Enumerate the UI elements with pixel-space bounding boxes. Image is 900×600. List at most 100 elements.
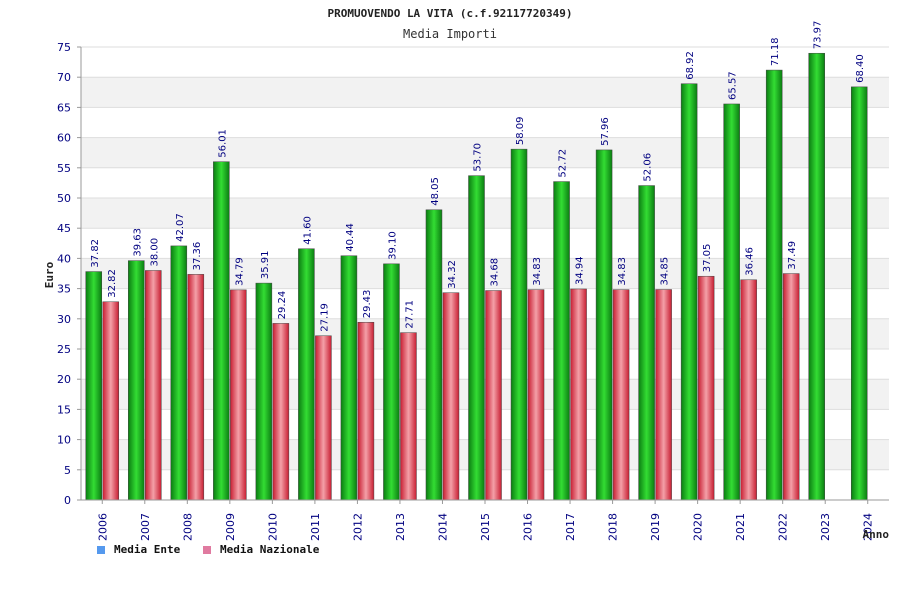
- value-label-media-ente: 53.70: [473, 143, 484, 172]
- bar-media-ente: [510, 148, 528, 501]
- value-label-media-nazionale: 34.68: [490, 258, 501, 287]
- value-labels: 37.82 32.82 39.63 38.00 42.07 37.36 56.01 34.79…: [90, 21, 866, 332]
- value-label-media-nazionale: 32.82: [107, 269, 118, 298]
- bar-media-nazionale: [315, 335, 332, 501]
- value-label-media-ente: 58.09: [515, 116, 526, 145]
- bar-media-ente: [85, 271, 103, 501]
- value-label-media-ente: 48.05: [430, 177, 441, 206]
- x-tick-label: 2021: [734, 513, 747, 541]
- bar-media-ente: [468, 175, 485, 501]
- bar-media-nazionale: [782, 273, 800, 501]
- value-label-media-nazionale: 34.85: [660, 257, 671, 286]
- y-tick-label: 10: [57, 434, 71, 447]
- y-tick-label: 35: [57, 283, 71, 296]
- y-axis-ticks: 0 5 10 15 20 25 30 35 40 45 50 55 60 65 70 75: [57, 41, 81, 507]
- value-label-media-ente: 35.91: [260, 250, 271, 279]
- value-label-media-nazionale: 27.71: [404, 300, 415, 329]
- x-tick-label: 2008: [181, 513, 194, 541]
- value-label-media-ente: 68.40: [855, 54, 866, 83]
- y-tick-label: 60: [57, 132, 71, 145]
- bar-media-ente: [808, 52, 825, 501]
- y-tick-label: 15: [57, 403, 71, 416]
- value-label-media-ente: 56.01: [217, 129, 228, 158]
- value-label-media-nazionale: 34.32: [447, 260, 458, 289]
- bar-media-nazionale: [612, 289, 630, 501]
- x-tick-label: 2020: [692, 513, 705, 541]
- x-tick-label: 2015: [479, 513, 492, 541]
- y-tick-label: 5: [64, 464, 71, 477]
- legend-swatch-media-ente: [97, 546, 105, 554]
- legend: Media Ente Media Nazionale: [97, 543, 320, 556]
- value-label-media-nazionale: 36.46: [745, 247, 756, 276]
- bar-media-ente: [425, 209, 443, 501]
- bar-media-ente: [595, 149, 613, 501]
- x-tick-label: 2024: [862, 513, 875, 541]
- bar-media-nazionale: [230, 289, 247, 501]
- value-label-media-nazionale: 37.49: [787, 241, 798, 270]
- value-label-media-nazionale: 34.94: [575, 256, 586, 285]
- value-label-media-nazionale: 37.36: [192, 242, 203, 271]
- bars: [85, 52, 868, 501]
- value-label-media-nazionale: 34.83: [532, 257, 543, 286]
- value-label-media-nazionale: 37.05: [702, 244, 713, 273]
- bar-media-nazionale: [272, 323, 290, 501]
- y-tick-label: 70: [57, 71, 71, 84]
- y-tick-label: 50: [57, 192, 71, 205]
- x-tick-label: 2007: [139, 513, 152, 541]
- y-tick-label: 30: [57, 313, 71, 326]
- bar-media-ente: [680, 83, 698, 501]
- chart-title: PROMUOVENDO LA VITA (c.f.92117720349): [327, 7, 572, 20]
- value-label-media-nazionale: 29.24: [277, 291, 288, 320]
- x-tick-label: 2010: [266, 513, 279, 541]
- bar-media-nazionale: [187, 274, 205, 501]
- bar-media-nazionale: [697, 275, 715, 501]
- value-label-media-ente: 39.63: [132, 228, 143, 257]
- x-tick-label: 2016: [522, 513, 535, 541]
- value-label-media-ente: 52.06: [643, 153, 654, 182]
- y-tick-label: 20: [57, 373, 71, 386]
- x-tick-label: 2023: [819, 513, 832, 541]
- bar-media-nazionale: [740, 279, 757, 501]
- bar-media-nazionale: [570, 288, 587, 501]
- bar-media-ente: [850, 86, 868, 501]
- legend-swatch-media-nazionale: [203, 546, 211, 554]
- x-tick-label: 2011: [309, 513, 322, 541]
- value-label-media-ente: 68.92: [685, 51, 696, 80]
- y-tick-label: 0: [64, 494, 71, 507]
- value-label-media-nazionale: 29.43: [362, 290, 373, 319]
- x-axis-ticks: 2006 2007 2008 2009 2010 2011 2012 2013 2014 2015…: [96, 500, 875, 541]
- x-tick-label: 2017: [564, 513, 577, 541]
- x-tick-label: 2006: [96, 513, 109, 541]
- value-label-media-ente: 37.82: [90, 239, 101, 268]
- value-label-media-ente: 73.97: [813, 21, 824, 50]
- bar-media-ente: [765, 69, 783, 501]
- y-tick-label: 65: [57, 101, 71, 114]
- bar-media-ente: [383, 263, 400, 501]
- value-label-media-ente: 52.72: [558, 149, 569, 178]
- bar-media-nazionale: [400, 332, 417, 501]
- value-label-media-ente: 57.96: [600, 117, 611, 146]
- y-tick-label: 75: [57, 41, 71, 54]
- x-axis-label: Anno: [863, 528, 890, 541]
- value-label-media-ente: 40.44: [345, 223, 356, 252]
- grid-band: [81, 77, 889, 108]
- bar-media-ente: [255, 282, 273, 501]
- x-tick-label: 2022: [777, 513, 790, 541]
- bar-media-ente: [213, 161, 230, 501]
- y-tick-label: 55: [57, 162, 71, 175]
- legend-label-media-nazionale: Media Nazionale: [220, 543, 320, 556]
- bar-media-nazionale: [527, 289, 545, 501]
- x-tick-label: 2013: [394, 513, 407, 541]
- bar-media-ente: [638, 185, 655, 501]
- x-tick-label: 2009: [224, 513, 237, 541]
- bar-media-ente: [553, 181, 570, 501]
- chart-subtitle: Media Importi: [403, 27, 497, 41]
- bar-media-nazionale: [102, 301, 120, 501]
- y-tick-label: 40: [57, 252, 71, 265]
- value-label-media-ente: 39.10: [387, 231, 398, 260]
- y-tick-label: 45: [57, 222, 71, 235]
- value-label-media-ente: 65.57: [728, 71, 739, 100]
- bar-media-nazionale: [145, 270, 162, 501]
- bar-media-ente: [340, 255, 358, 501]
- value-label-media-nazionale: 38.00: [149, 238, 160, 267]
